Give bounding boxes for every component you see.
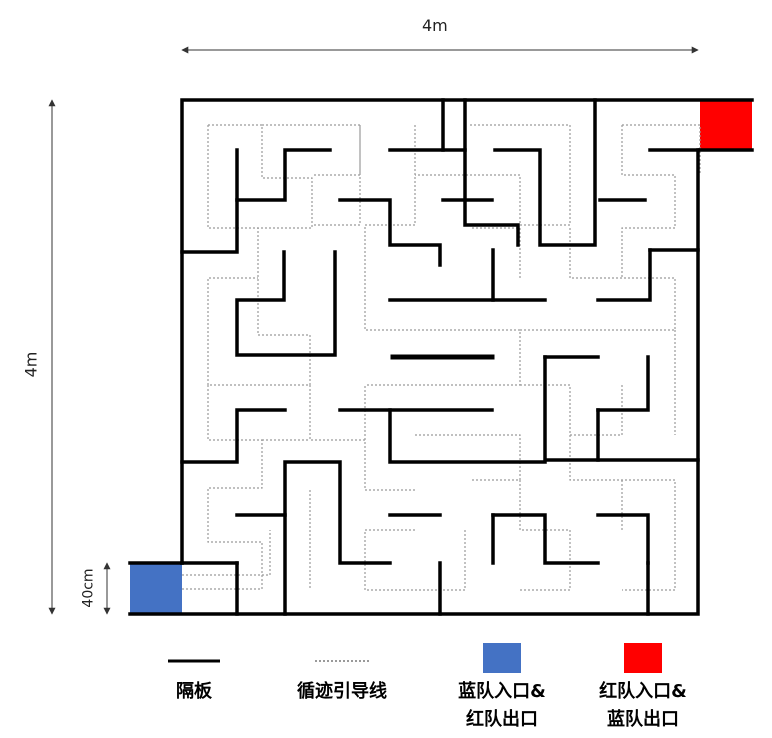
legend-blue-zone-line1: 蓝队入口& [432,678,572,706]
legend-wall-label: 隔板 [164,678,224,706]
legend-red-zone-line2: 蓝队出口 [573,706,713,734]
legend-red-zone-label: 红队入口& 蓝队出口 [573,678,713,734]
width-dimension-label: 4m [422,16,448,35]
legend-red-swatch [624,643,662,673]
maze-walls [130,100,752,614]
legend-blue-swatch [483,643,521,673]
red-team-entrance-zone [700,100,752,150]
legend-blue-zone-label: 蓝队入口& 红队出口 [432,678,572,734]
legend-red-zone-line1: 红队入口& [573,678,713,706]
blue-team-entrance-zone [130,563,182,614]
height-dimension-label: 4m [21,352,40,378]
legend-blue-zone-line2: 红队出口 [432,706,572,734]
entrance-size-label: 40cm [81,568,97,607]
legend-guide-label: 循迹引导线 [282,678,402,706]
